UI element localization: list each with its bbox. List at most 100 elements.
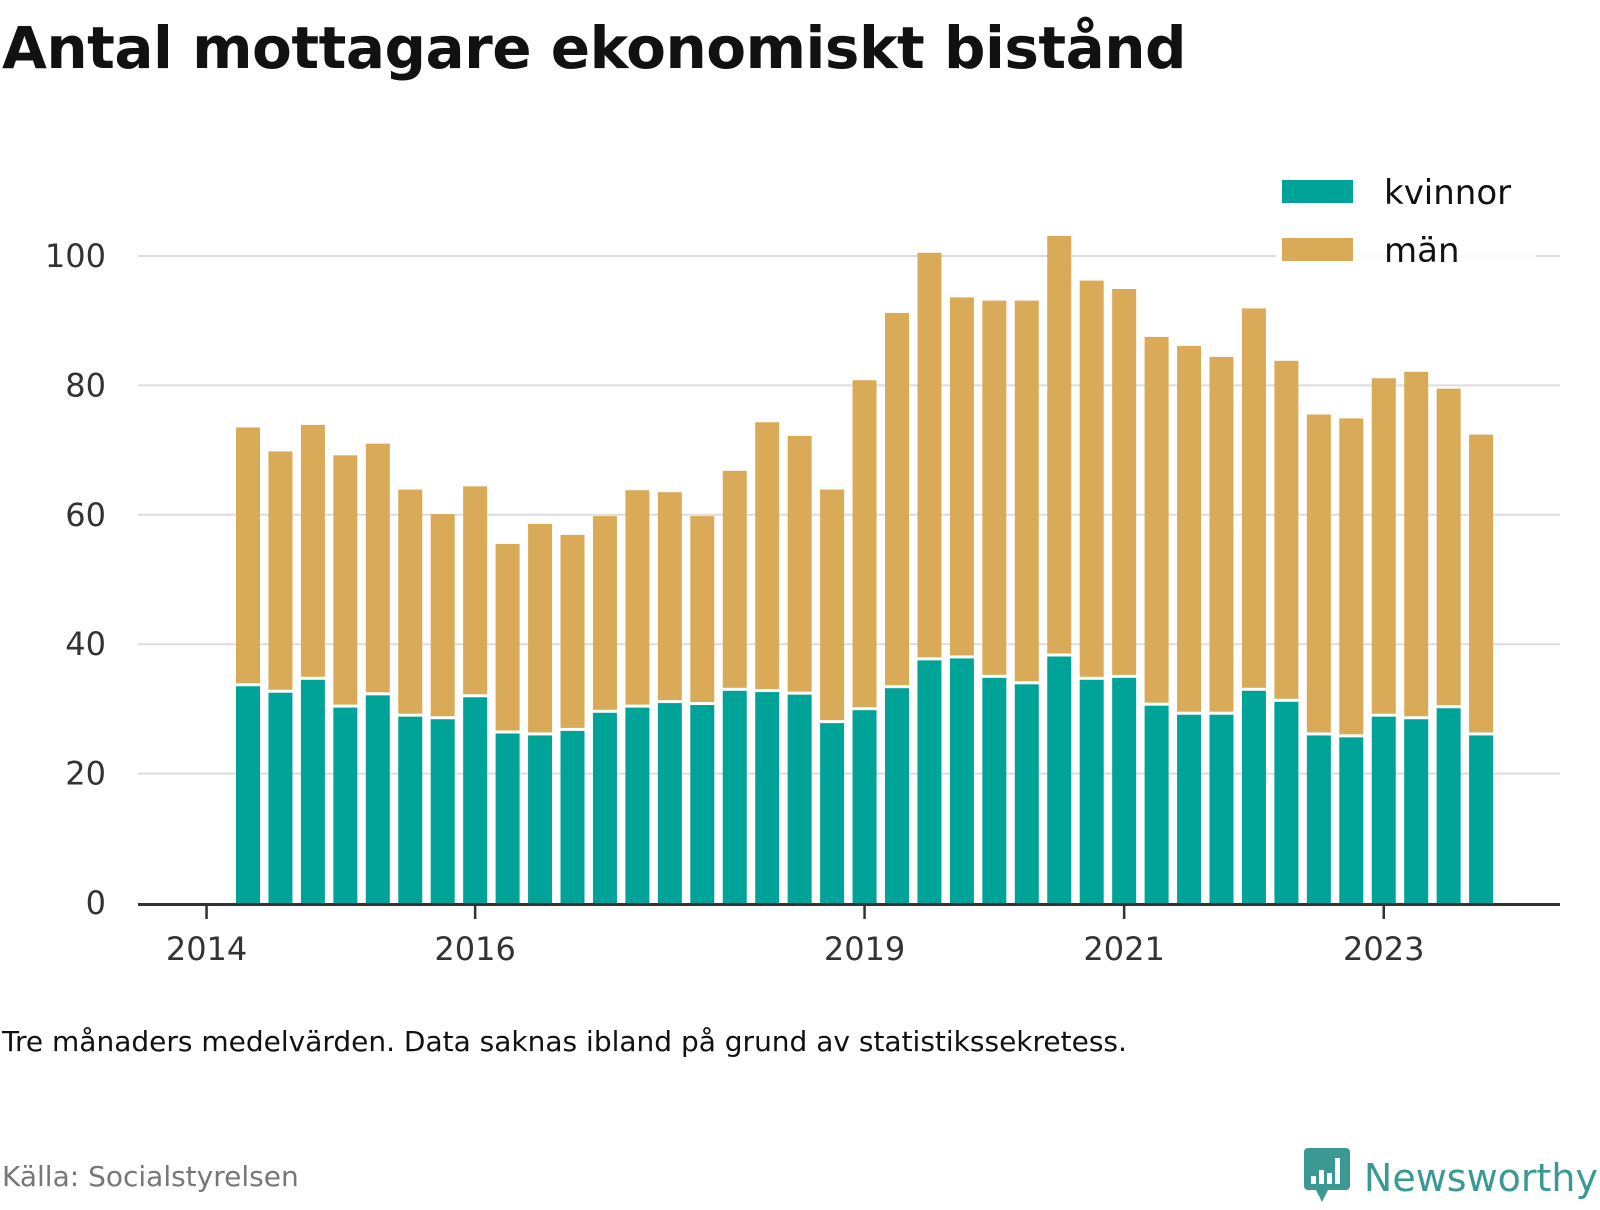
bar-kvinnor xyxy=(982,677,1007,903)
bar-man xyxy=(1469,434,1494,733)
bar-man xyxy=(917,252,942,658)
bar-man xyxy=(528,523,553,733)
bar-kvinnor xyxy=(1436,708,1461,903)
bar-kvinnor xyxy=(657,703,682,903)
chart-note: Tre månaders medelvärden. Data saknas ib… xyxy=(2,1025,1127,1058)
bar-kvinnor xyxy=(1177,714,1202,903)
bar-man xyxy=(1371,378,1396,714)
chart: 0 20 40 60 80 100 2014 2016 2019 2021 2023 kvinno… xyxy=(44,164,1560,968)
bar-man xyxy=(560,534,585,728)
bar-kvinnor xyxy=(755,692,780,903)
bar-kvinnor xyxy=(592,712,617,903)
bar-kvinnor xyxy=(1339,737,1364,903)
bar-man xyxy=(625,490,650,705)
bar-man xyxy=(430,514,455,717)
newsworthy-logo-icon xyxy=(1302,1146,1352,1210)
bar-kvinnor xyxy=(1144,705,1169,903)
bar-man xyxy=(1404,371,1429,717)
bar-kvinnor xyxy=(1014,684,1039,903)
bar-man xyxy=(1274,360,1299,699)
bar-man xyxy=(1014,300,1039,682)
bar-kvinnor xyxy=(820,723,845,903)
bar-man xyxy=(1112,288,1137,675)
bar-man xyxy=(1177,345,1202,712)
x-tick-label: 2016 xyxy=(434,930,515,968)
bar-kvinnor xyxy=(787,694,812,903)
bar-man xyxy=(820,489,845,721)
x-axis: 2014 2016 2019 2021 2023 xyxy=(138,903,1560,968)
legend: kvinnor män xyxy=(1276,164,1536,284)
bar-kvinnor xyxy=(690,705,715,903)
bar-kvinnor xyxy=(300,679,325,903)
bar-man xyxy=(236,427,260,684)
y-tick-label: 100 xyxy=(45,237,106,275)
bar-man xyxy=(300,424,325,677)
bar-kvinnor xyxy=(1112,677,1137,903)
bar-kvinnor xyxy=(625,707,650,903)
bar-man xyxy=(755,422,780,690)
bar-man xyxy=(690,516,715,703)
x-tick-label: 2023 xyxy=(1343,930,1424,968)
bar-man xyxy=(1241,308,1266,688)
y-tick-label: 60 xyxy=(65,496,106,534)
x-tick-label: 2021 xyxy=(1083,930,1164,968)
source-credit: Källa: Socialstyrelsen xyxy=(2,1160,299,1193)
bar-man xyxy=(1047,235,1072,654)
bar-kvinnor xyxy=(1079,679,1104,903)
bar-man xyxy=(1209,356,1234,712)
bar-kvinnor xyxy=(885,688,909,903)
bar-man xyxy=(885,312,909,686)
bar-kvinnor xyxy=(333,707,358,903)
legend-swatch xyxy=(1282,238,1353,261)
bar-man xyxy=(982,300,1007,675)
y-tick-label: 40 xyxy=(65,625,106,663)
bar-kvinnor xyxy=(1209,714,1234,903)
brand: Newsworthy xyxy=(1302,1146,1598,1210)
y-tick-label: 20 xyxy=(65,755,106,793)
bar-man xyxy=(949,297,974,656)
bar-kvinnor xyxy=(560,730,585,903)
bar-kvinnor xyxy=(1469,735,1494,903)
bar-kvinnor xyxy=(1371,716,1396,903)
bar-kvinnor xyxy=(1047,656,1072,903)
bar-kvinnor xyxy=(398,716,423,903)
x-tick-label: 2019 xyxy=(824,930,905,968)
y-tick-label: 80 xyxy=(65,366,106,404)
bar-man xyxy=(1306,414,1331,733)
bar-man xyxy=(398,489,423,714)
bar-kvinnor xyxy=(236,686,260,903)
bar-man xyxy=(1079,280,1104,677)
bar-kvinnor xyxy=(1241,690,1266,903)
bar-man xyxy=(1339,418,1364,735)
bar-kvinnor xyxy=(917,660,942,903)
y-axis-ticks: 0 20 40 60 80 100 xyxy=(45,237,106,922)
bar-kvinnor xyxy=(365,695,390,903)
bar-kvinnor xyxy=(852,710,877,903)
bar-man xyxy=(722,470,747,688)
bar-kvinnor xyxy=(463,697,488,903)
bar-man xyxy=(592,516,617,710)
chart-title: Antal mottagare ekonomiskt bistånd xyxy=(2,14,1187,82)
legend-swatch xyxy=(1282,180,1353,203)
bar-kvinnor xyxy=(1306,735,1331,903)
bar-kvinnor xyxy=(722,690,747,903)
bar-kvinnor xyxy=(430,719,455,903)
bar-man xyxy=(1144,336,1169,703)
bar-man xyxy=(787,435,812,692)
legend-label: kvinnor xyxy=(1384,173,1511,213)
bar-kvinnor xyxy=(495,733,520,903)
y-tick-label: 0 xyxy=(86,884,106,922)
bar-kvinnor xyxy=(1274,701,1299,903)
bar-man xyxy=(365,443,390,693)
legend-label: män xyxy=(1384,231,1460,271)
bar-man xyxy=(463,486,488,695)
x-tick-label: 2014 xyxy=(166,930,247,968)
bar-man xyxy=(333,455,358,705)
bar-man xyxy=(657,492,682,701)
bar-man xyxy=(852,380,877,708)
brand-name: Newsworthy xyxy=(1363,1156,1598,1200)
bar-man xyxy=(495,543,520,731)
bar-kvinnor xyxy=(528,735,553,903)
bar-kvinnor xyxy=(1404,719,1429,903)
bar-kvinnor xyxy=(268,692,293,903)
